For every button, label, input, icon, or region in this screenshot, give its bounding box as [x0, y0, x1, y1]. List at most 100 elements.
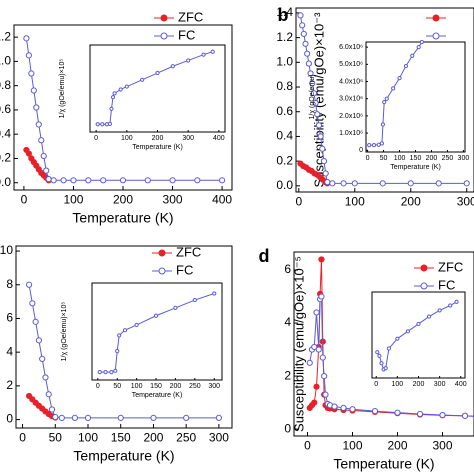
x-tick-label: 200	[152, 135, 164, 142]
data-point	[297, 12, 304, 19]
y-tick-label: 6	[6, 311, 13, 325]
y-tick-label: 1.0x10⁶	[339, 130, 363, 137]
data-point	[307, 70, 314, 77]
data-point	[45, 175, 52, 183]
y-tick-label: 1.2	[276, 30, 293, 44]
x-tick-label: 0	[304, 438, 311, 452]
data-point	[416, 410, 424, 418]
data-point	[212, 291, 217, 296]
x-tick-label: 100	[131, 383, 143, 390]
x-tick-label: 200	[401, 194, 421, 208]
data-point	[302, 40, 309, 47]
data-point	[117, 333, 122, 338]
data-point	[419, 39, 424, 45]
data-point	[45, 391, 52, 398]
y-axis-label: 1/χ (gOe/emu)×10⁵	[59, 59, 66, 119]
y-axis-label: 1/χ (gOe/emu)	[309, 75, 316, 120]
data-point	[58, 414, 65, 421]
x-tick-label: 250	[189, 383, 201, 390]
legend-label: ZFC	[178, 9, 203, 24]
x-tick-label: 400	[212, 192, 232, 206]
x-tick-label: 200	[387, 438, 407, 452]
y-tick-label: 10	[0, 243, 13, 257]
data-point	[379, 141, 385, 146]
data-point	[463, 180, 470, 187]
data-point	[43, 167, 50, 174]
data-point	[117, 414, 124, 421]
data-point	[134, 322, 139, 328]
y-tick-label: 0.4	[0, 126, 11, 140]
y-tick-label: 0	[284, 421, 291, 435]
y-tick-label: 0.0	[276, 178, 293, 192]
data-point	[215, 414, 223, 421]
y-tick-label: 2	[284, 368, 291, 382]
data-point	[405, 329, 411, 334]
x-tick-label: 100	[63, 192, 83, 206]
x-tick-label: 200	[413, 381, 425, 388]
data-point	[319, 145, 326, 152]
data-point	[119, 177, 127, 184]
y-tick-label: 0.8	[0, 78, 11, 92]
data-point	[52, 413, 59, 421]
data-point	[30, 87, 37, 94]
y-tick-label: 4	[6, 344, 13, 358]
legend-marker	[420, 264, 428, 272]
x-axis-label: Temperature (K)	[72, 210, 173, 226]
y-tick-label: 1.4	[276, 5, 293, 19]
legend-marker	[158, 249, 166, 257]
data-point	[124, 84, 129, 89]
data-point	[48, 406, 56, 413]
data-point	[33, 104, 40, 111]
x-tick-label: 100	[121, 135, 133, 142]
data-point	[376, 142, 381, 147]
data-point	[395, 336, 400, 341]
data-point	[377, 353, 382, 358]
y-tick-label: 2.0x10⁶	[339, 113, 363, 120]
data-point	[218, 177, 226, 184]
x-tick-label: 400	[213, 135, 225, 142]
data-point	[313, 309, 320, 316]
x-axis-label: Temperature (K)	[132, 144, 183, 151]
data-point	[122, 328, 128, 333]
data-point	[380, 122, 386, 127]
data-point	[329, 180, 336, 187]
data-point	[192, 297, 197, 303]
x-axis-label: Temperature (K)	[132, 392, 183, 399]
x-tick-label: 0	[295, 194, 302, 208]
data-point	[437, 308, 442, 313]
y-tick-label: 4	[284, 315, 291, 329]
data-point	[194, 177, 201, 184]
y-tick-label: 0.4	[276, 129, 293, 143]
data-point	[394, 409, 401, 416]
y-axis-label: 1/χ (gOe/emu)×10⁵	[61, 302, 68, 362]
legend-label: FC	[438, 277, 455, 292]
data-point	[309, 80, 316, 87]
y-tick-label: 8	[6, 277, 13, 291]
legend-marker	[160, 14, 168, 22]
data-point	[397, 75, 402, 81]
data-point	[85, 177, 92, 184]
data-point	[112, 91, 117, 96]
y-tick-label: 6	[284, 262, 291, 276]
data-point	[318, 293, 325, 300]
data-point	[100, 122, 105, 127]
legend-marker	[158, 267, 166, 275]
data-point	[100, 177, 107, 184]
data-point	[115, 349, 120, 354]
x-axis-label: Temperature (K)	[73, 448, 174, 464]
data-point	[28, 70, 35, 77]
data-point	[416, 45, 421, 50]
data-point	[448, 303, 453, 308]
x-tick-label: 0	[96, 383, 100, 390]
data-point	[39, 355, 46, 363]
x-axis-label: Temperature (K)	[390, 164, 441, 171]
data-point	[371, 143, 377, 148]
data-point	[315, 346, 322, 353]
data-point	[311, 343, 318, 351]
x-tick-label: 100	[78, 430, 98, 444]
y-tick-label: 0.6	[276, 104, 293, 118]
data-point	[382, 100, 387, 105]
data-point	[386, 346, 392, 351]
y-tick-label: 0	[6, 412, 13, 426]
data-point	[183, 414, 190, 421]
